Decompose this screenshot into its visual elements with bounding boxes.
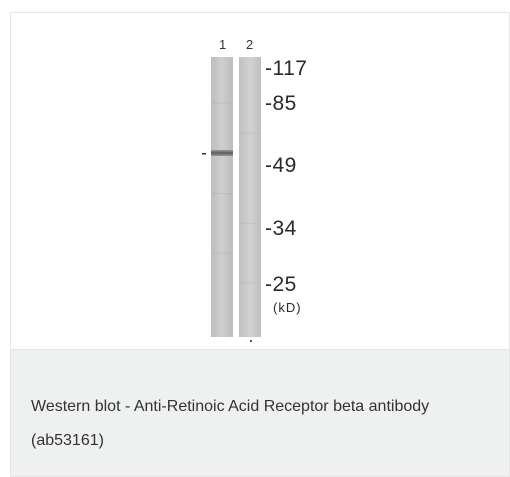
caption-area: Western blot - Anti-Retinoic Acid Recept… (11, 349, 509, 476)
band-lane-1 (211, 150, 233, 156)
figure-caption: Western blot - Anti-Retinoic Acid Recept… (31, 398, 430, 449)
band-indicator (202, 153, 206, 155)
lane-2 (239, 57, 261, 337)
western-blot-image: 1 2 -117 -85 -49 -34 -25 (kD) (11, 13, 509, 349)
lane-2-dot (250, 340, 252, 342)
unit-label: (kD) (273, 300, 302, 315)
figure-card: 1 2 -117 -85 -49 -34 -25 (kD) Western bl… (10, 12, 510, 477)
marker-25: -25 (265, 273, 297, 296)
marker-85: -85 (265, 92, 297, 115)
lane-label-2: 2 (246, 37, 254, 52)
marker-49: -49 (265, 154, 297, 177)
lane-1 (211, 57, 233, 337)
marker-117: -117 (265, 57, 308, 80)
marker-34: -34 (265, 217, 297, 240)
lane-label-1: 1 (219, 37, 227, 52)
blot-graphic (202, 57, 261, 342)
